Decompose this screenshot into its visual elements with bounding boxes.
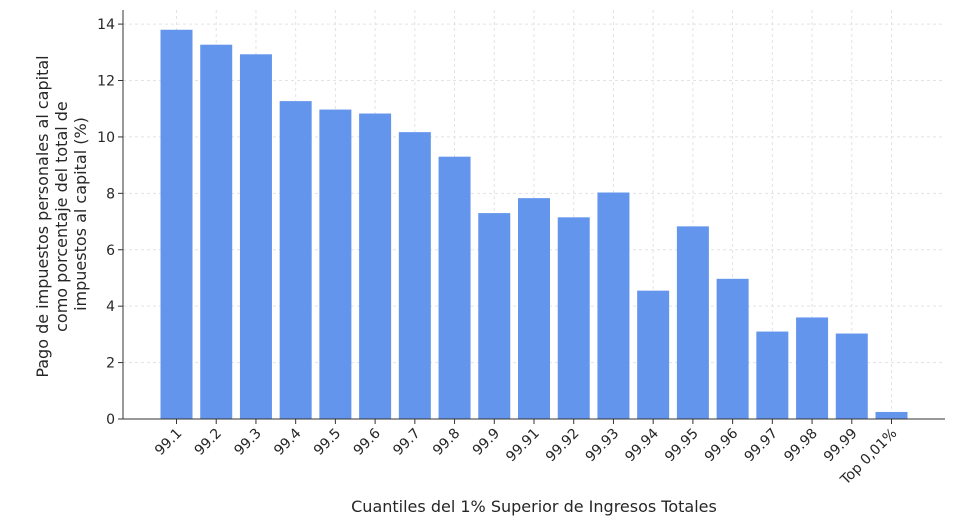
y-axis-label-line-3: impuestos al capital (%) [71,117,90,311]
y-tick-label: 6 [106,243,115,259]
x-tick-label: 99.1 [152,426,185,459]
x-tick-label: 99.5 [311,426,344,459]
bar-99-5 [319,109,352,419]
y-tick-label: 12 [97,74,115,90]
y-axis-label: Pago de impuestos personales al capital … [33,50,90,377]
bar-99-99 [835,333,868,419]
x-tick-label: 99.96 [702,425,742,465]
x-tick-label: 99.8 [430,426,463,459]
x-tick-label: 99.3 [231,426,264,459]
y-tick-label: 14 [97,17,115,33]
bar-99-97 [756,331,789,419]
x-tick-label: 99.98 [781,426,821,466]
x-tick-label: 99.4 [271,425,304,458]
y-axis-label-line-2: como porcentaje del total de [52,101,71,332]
x-tick-labels: 99.1 99.2 99.3 99.4 99.5 99.6 99.7 99.8 99.9 99.9… [152,419,900,489]
x-tick-label: 99.7 [390,426,423,459]
bar-99-98 [796,317,829,419]
bar-99-2 [200,44,233,419]
bar-99-6 [359,113,392,419]
x-axis-label: Cuantiles del 1% Superior de Ingresos To… [351,497,717,516]
x-tick-label: 99.95 [662,426,702,466]
bar-99-96 [716,278,749,419]
x-tick-label: 99.6 [351,425,384,458]
x-tick-label: 99.92 [543,426,583,466]
bar-99-94 [637,290,670,419]
x-tick-label: 99.91 [503,426,543,466]
y-tick-label: 4 [106,299,115,315]
y-tick-label: 0 [106,412,115,428]
bar-99-4 [279,101,312,419]
x-tick-label: 99.97 [741,426,781,466]
bar-Top-0-01- [875,411,908,419]
bars [160,29,908,420]
x-tick-label: 99.2 [192,426,225,459]
y-tick-label: 10 [97,130,115,146]
y-tick-label: 2 [106,356,115,372]
x-tick-label: 99.94 [622,425,662,465]
bar-99-93 [597,192,630,419]
y-axis-label-line-1: Pago de impuestos personales al capital [33,55,52,377]
y-tick-label: 8 [106,186,115,202]
bar-99-7 [398,132,431,419]
x-tick-label: 99.9 [470,426,503,459]
bar-99-3 [239,54,272,420]
bar-99-8 [438,156,471,420]
bar-99-95 [676,226,709,419]
bar-99-9 [478,213,511,419]
bar-99-91 [518,198,550,419]
x-tick-label: 99.93 [583,426,623,466]
bar-99-1 [160,29,193,420]
bar-99-92 [557,217,590,419]
y-tick-labels: 0 2 4 6 8 10 12 14 [97,17,123,428]
